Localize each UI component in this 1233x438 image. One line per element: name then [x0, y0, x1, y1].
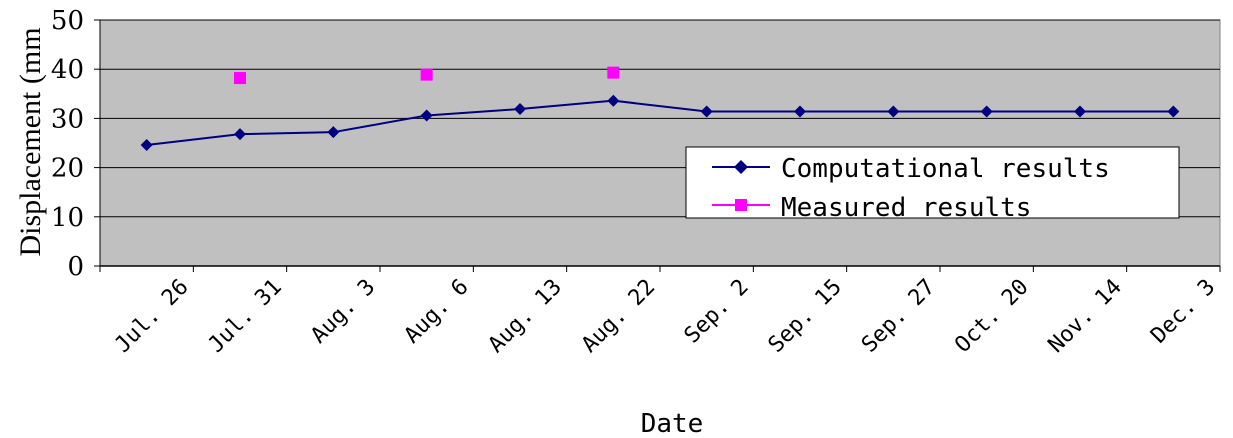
x-tick-label: Aug. 3 — [306, 275, 380, 349]
x-tick-label: Dec. 3 — [1146, 275, 1220, 349]
data-point-computational — [700, 105, 713, 118]
data-point-computational — [607, 94, 620, 107]
y-tick-label: 10 — [51, 203, 84, 233]
legend: Computational results Measured results — [685, 146, 1180, 223]
x-axis-ticks: Jul. 26 Jul. 31 Aug. 3 Aug. 6 Aug. 13 Aug. 22… — [99, 266, 1221, 358]
data-point-computational — [794, 105, 806, 118]
data-point-computational — [1167, 105, 1180, 118]
data-point-computational — [980, 105, 993, 118]
y-axis-ticks: 0 10 20 30 40 50 — [51, 6, 100, 282]
y-tick-label: 30 — [51, 104, 84, 134]
x-tick-label: Aug. 13 — [484, 275, 567, 358]
data-point-computational — [514, 103, 526, 116]
x-tick-label: Sep. 15 — [764, 275, 847, 358]
x-tick-label: Jul. 31 — [204, 275, 287, 358]
plot-area — [99, 19, 1221, 267]
x-tick-label: Nov. 14 — [1044, 275, 1127, 358]
x-tick-label: Aug. 6 — [400, 275, 474, 349]
x-tick-label: Sep. 2 — [680, 275, 754, 349]
y-tick-label: 20 — [51, 154, 84, 184]
data-point-computational — [140, 138, 153, 151]
x-tick-label: Sep. 27 — [857, 275, 940, 358]
data-point-computational — [887, 105, 900, 118]
series-line-computational — [146, 99, 1174, 146]
data-point-computational — [327, 126, 340, 139]
data-point-computational — [420, 109, 433, 122]
data-point-measured — [607, 66, 620, 79]
data-point-computational — [1074, 105, 1086, 118]
y-tick-label: 40 — [51, 55, 84, 85]
x-tick-label: Oct. 20 — [950, 275, 1033, 358]
y-axis-label: Displacement (mm — [14, 27, 47, 256]
legend-label-computational: Computational results — [781, 154, 1110, 184]
legend-marker-square — [735, 199, 747, 211]
y-tick-label: 0 — [67, 252, 84, 282]
legend-label-measured: Measured results — [781, 193, 1031, 223]
x-tick-label: Aug. 22 — [577, 275, 660, 358]
x-axis-label: Date — [641, 409, 704, 438]
data-point-measured — [234, 72, 246, 85]
data-point-measured — [420, 68, 433, 81]
legend-marker-diamond — [734, 160, 748, 174]
legend-box — [685, 146, 1180, 219]
y-tick-label: 50 — [51, 6, 84, 36]
x-tick-label: Jul. 26 — [110, 275, 193, 358]
series-layer — [140, 66, 1180, 151]
data-point-computational — [234, 128, 246, 141]
